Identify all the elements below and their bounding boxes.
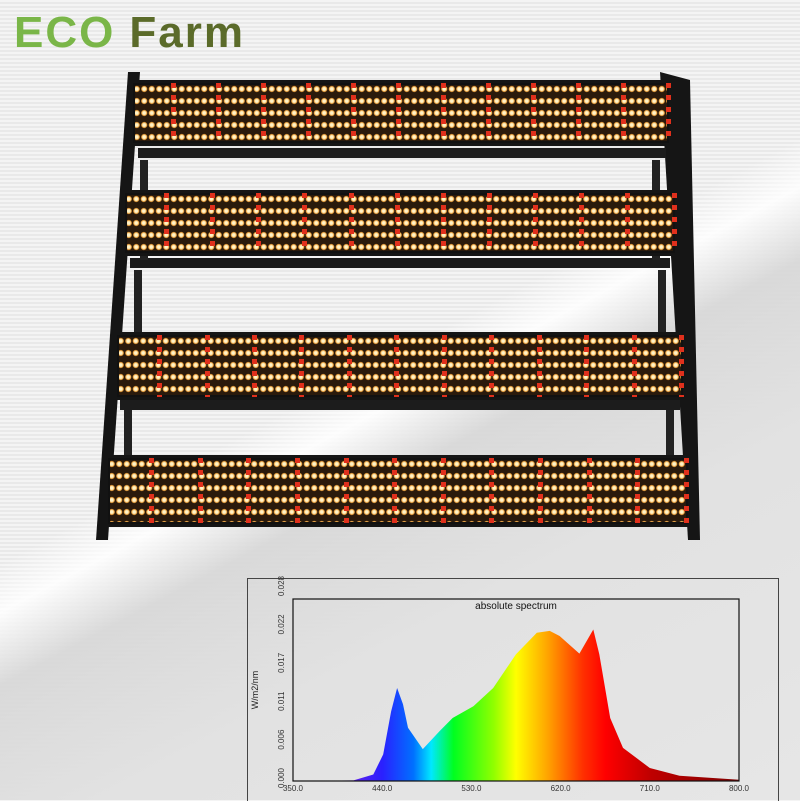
red-led-column xyxy=(631,335,637,397)
frame-bracket xyxy=(134,270,142,332)
y-tick-label: 0.011 xyxy=(277,691,286,711)
red-led-column xyxy=(584,335,590,397)
frame-crossbar xyxy=(130,258,670,268)
red-led-column xyxy=(348,193,354,253)
led-bar-1 xyxy=(130,80,672,146)
red-led-column xyxy=(440,83,446,143)
frame-bracket xyxy=(658,270,666,332)
red-led-column xyxy=(302,193,308,253)
x-tick-label: 530.0 xyxy=(461,784,482,793)
red-led-column xyxy=(679,335,685,397)
logo-farm: Farm xyxy=(129,8,245,57)
y-tick-label: 0.022 xyxy=(277,614,286,635)
x-tick-label: 350.0 xyxy=(283,784,304,793)
red-led-column xyxy=(210,193,216,253)
led-bar-2 xyxy=(122,190,678,256)
red-led-column xyxy=(163,193,169,253)
red-led-column xyxy=(394,335,400,397)
red-led-column xyxy=(586,458,592,524)
red-led-column xyxy=(486,193,492,253)
spectrum-chart-panel xyxy=(247,578,779,801)
red-led-column xyxy=(441,335,447,397)
red-led-column xyxy=(620,83,626,143)
red-led-column xyxy=(346,335,352,397)
frame-crossbar xyxy=(138,148,666,158)
red-led-column xyxy=(489,335,495,397)
y-axis-label: W/m2/nm xyxy=(250,671,260,710)
frame-bracket xyxy=(666,410,674,455)
frame-crossbar xyxy=(120,400,680,410)
red-led-column xyxy=(246,458,252,524)
frame-left-rail xyxy=(96,72,140,540)
red-led-column xyxy=(260,83,266,143)
red-led-column xyxy=(440,458,446,524)
red-led-column xyxy=(251,335,257,397)
red-led-column xyxy=(665,83,671,143)
red-led-column xyxy=(530,83,536,143)
x-tick-label: 620.0 xyxy=(551,784,572,793)
red-led-column xyxy=(215,83,221,143)
red-led-column xyxy=(489,458,495,524)
red-led-column xyxy=(343,458,349,524)
red-led-column xyxy=(256,193,262,253)
red-led-column xyxy=(538,458,544,524)
logo-eco: ECO xyxy=(14,8,116,57)
y-tick-label: 0.006 xyxy=(277,729,286,750)
chart-title: absolute spectrum xyxy=(475,601,557,612)
red-led-column xyxy=(625,193,631,253)
red-led-column xyxy=(149,458,155,524)
led-bar-3 xyxy=(114,332,686,400)
red-led-column xyxy=(204,335,210,397)
red-led-column xyxy=(197,458,203,524)
red-led-column xyxy=(394,193,400,253)
red-led-column xyxy=(671,193,677,253)
red-led-column xyxy=(157,335,163,397)
plot-frame xyxy=(292,598,740,782)
red-led-column xyxy=(395,83,401,143)
spectrum-area xyxy=(293,629,739,781)
y-tick-label: 0.028 xyxy=(277,575,286,596)
x-tick-label: 800.0 xyxy=(729,784,750,793)
red-led-column xyxy=(684,458,690,524)
red-led-column xyxy=(305,83,311,143)
red-led-column xyxy=(575,83,581,143)
y-tick-label: 0.000 xyxy=(277,767,286,788)
frame-bracket xyxy=(124,410,132,455)
red-led-column xyxy=(350,83,356,143)
red-led-column xyxy=(294,458,300,524)
red-led-column xyxy=(533,193,539,253)
x-tick-label: 440.0 xyxy=(372,784,393,793)
red-led-column xyxy=(536,335,542,397)
red-led-column xyxy=(392,458,398,524)
frame-right-rail xyxy=(660,72,700,540)
red-led-column xyxy=(299,335,305,397)
red-led-column xyxy=(440,193,446,253)
x-tick-label: 710.0 xyxy=(640,784,661,793)
red-led-column xyxy=(170,83,176,143)
y-tick-label: 0.017 xyxy=(277,652,286,673)
red-led-column xyxy=(485,83,491,143)
eco-farm-logo: ECO Farm xyxy=(14,8,245,58)
red-led-column xyxy=(635,458,641,524)
red-led-column xyxy=(579,193,585,253)
led-bar-4 xyxy=(105,455,691,527)
